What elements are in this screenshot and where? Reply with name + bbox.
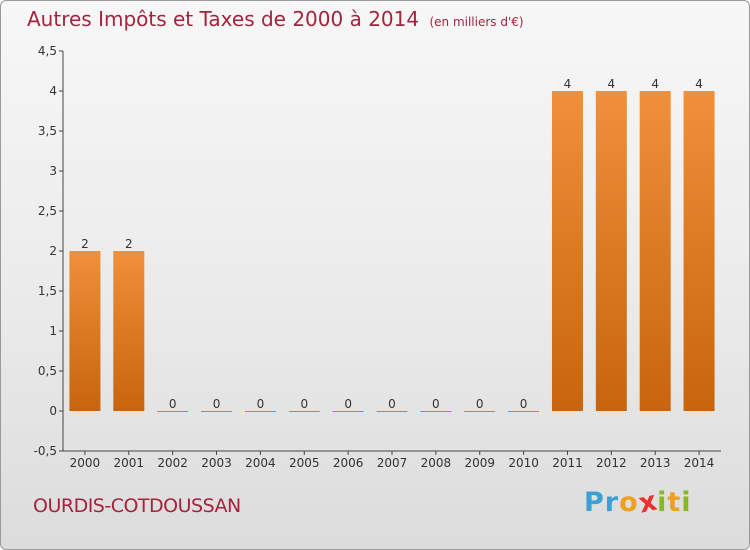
bar [420,411,452,412]
x-tick-label: 2003 [201,456,232,470]
x-tick-label: 2006 [333,456,364,470]
data-label: 0 [388,397,396,411]
x-tick-label: 2000 [70,456,101,470]
y-tick-label: 3 [49,164,57,178]
data-label: 4 [695,77,703,91]
x-tick-label: 2009 [464,456,495,470]
y-tick-label: 2 [49,244,57,258]
logo-letter: i [681,487,692,518]
logo-letter: r [604,487,620,518]
y-tick-label: 0,5 [38,364,57,378]
bar [69,251,101,411]
bar [683,91,715,411]
x-tick-label: 2010 [508,456,539,470]
bar [201,411,233,412]
bar [595,91,627,411]
data-label: 4 [608,77,616,91]
x-tick-label: 2002 [157,456,188,470]
commune-name: OURDIS-COTDOUSSAN [33,495,241,517]
y-tick-label: 1 [49,324,57,338]
data-label: 0 [344,397,352,411]
bar [244,411,276,412]
x-tick-label: 2013 [640,456,671,470]
data-label: 0 [169,397,177,411]
data-label: 0 [213,397,221,411]
bar [157,411,189,412]
bar [376,411,408,412]
data-label: 4 [651,77,659,91]
x-tick-label: 2004 [245,456,276,470]
bar [288,411,320,412]
data-label: 0 [476,397,484,411]
bar [508,411,540,412]
x-tick-label: 2001 [114,456,145,470]
proxiti-logo[interactable]: Proxiti [584,485,692,519]
y-tick-label: -0,5 [34,444,57,458]
y-tick-label: 2,5 [38,204,57,218]
y-tick-label: 0 [49,404,57,418]
bar [639,91,671,411]
data-label: 0 [432,397,440,411]
bar [332,411,364,412]
x-tick-label: 2012 [596,456,627,470]
x-tick-label: 2005 [289,456,320,470]
logo-letter: P [584,487,605,518]
y-tick-label: 1,5 [38,284,57,298]
logo-letter: i [657,487,668,518]
x-tick-label: 2007 [377,456,408,470]
chart-subtitle: (en milliers d'€) [429,15,524,29]
data-label: 2 [125,237,133,251]
chart-title-text: Autres Impôts et Taxes de 2000 à 2014 [27,7,420,31]
bar [113,251,145,411]
y-tick-label: 3,5 [38,124,57,138]
data-label: 0 [257,397,265,411]
logo-letter: o [619,487,639,518]
y-tick-label: 4,5 [38,44,57,58]
bar [464,411,496,412]
data-label: 2 [81,237,89,251]
y-tick-label: 4 [49,84,57,98]
data-label: 0 [300,397,308,411]
bar [551,91,583,411]
data-label: 0 [520,397,528,411]
data-label: 4 [564,77,572,91]
x-tick-label: 2008 [421,456,452,470]
x-tick-label: 2014 [684,456,715,470]
x-tick-label: 2011 [552,456,583,470]
logo-letter: t [667,487,682,518]
chart-title: Autres Impôts et Taxes de 2000 à 2014 (e… [27,7,524,31]
